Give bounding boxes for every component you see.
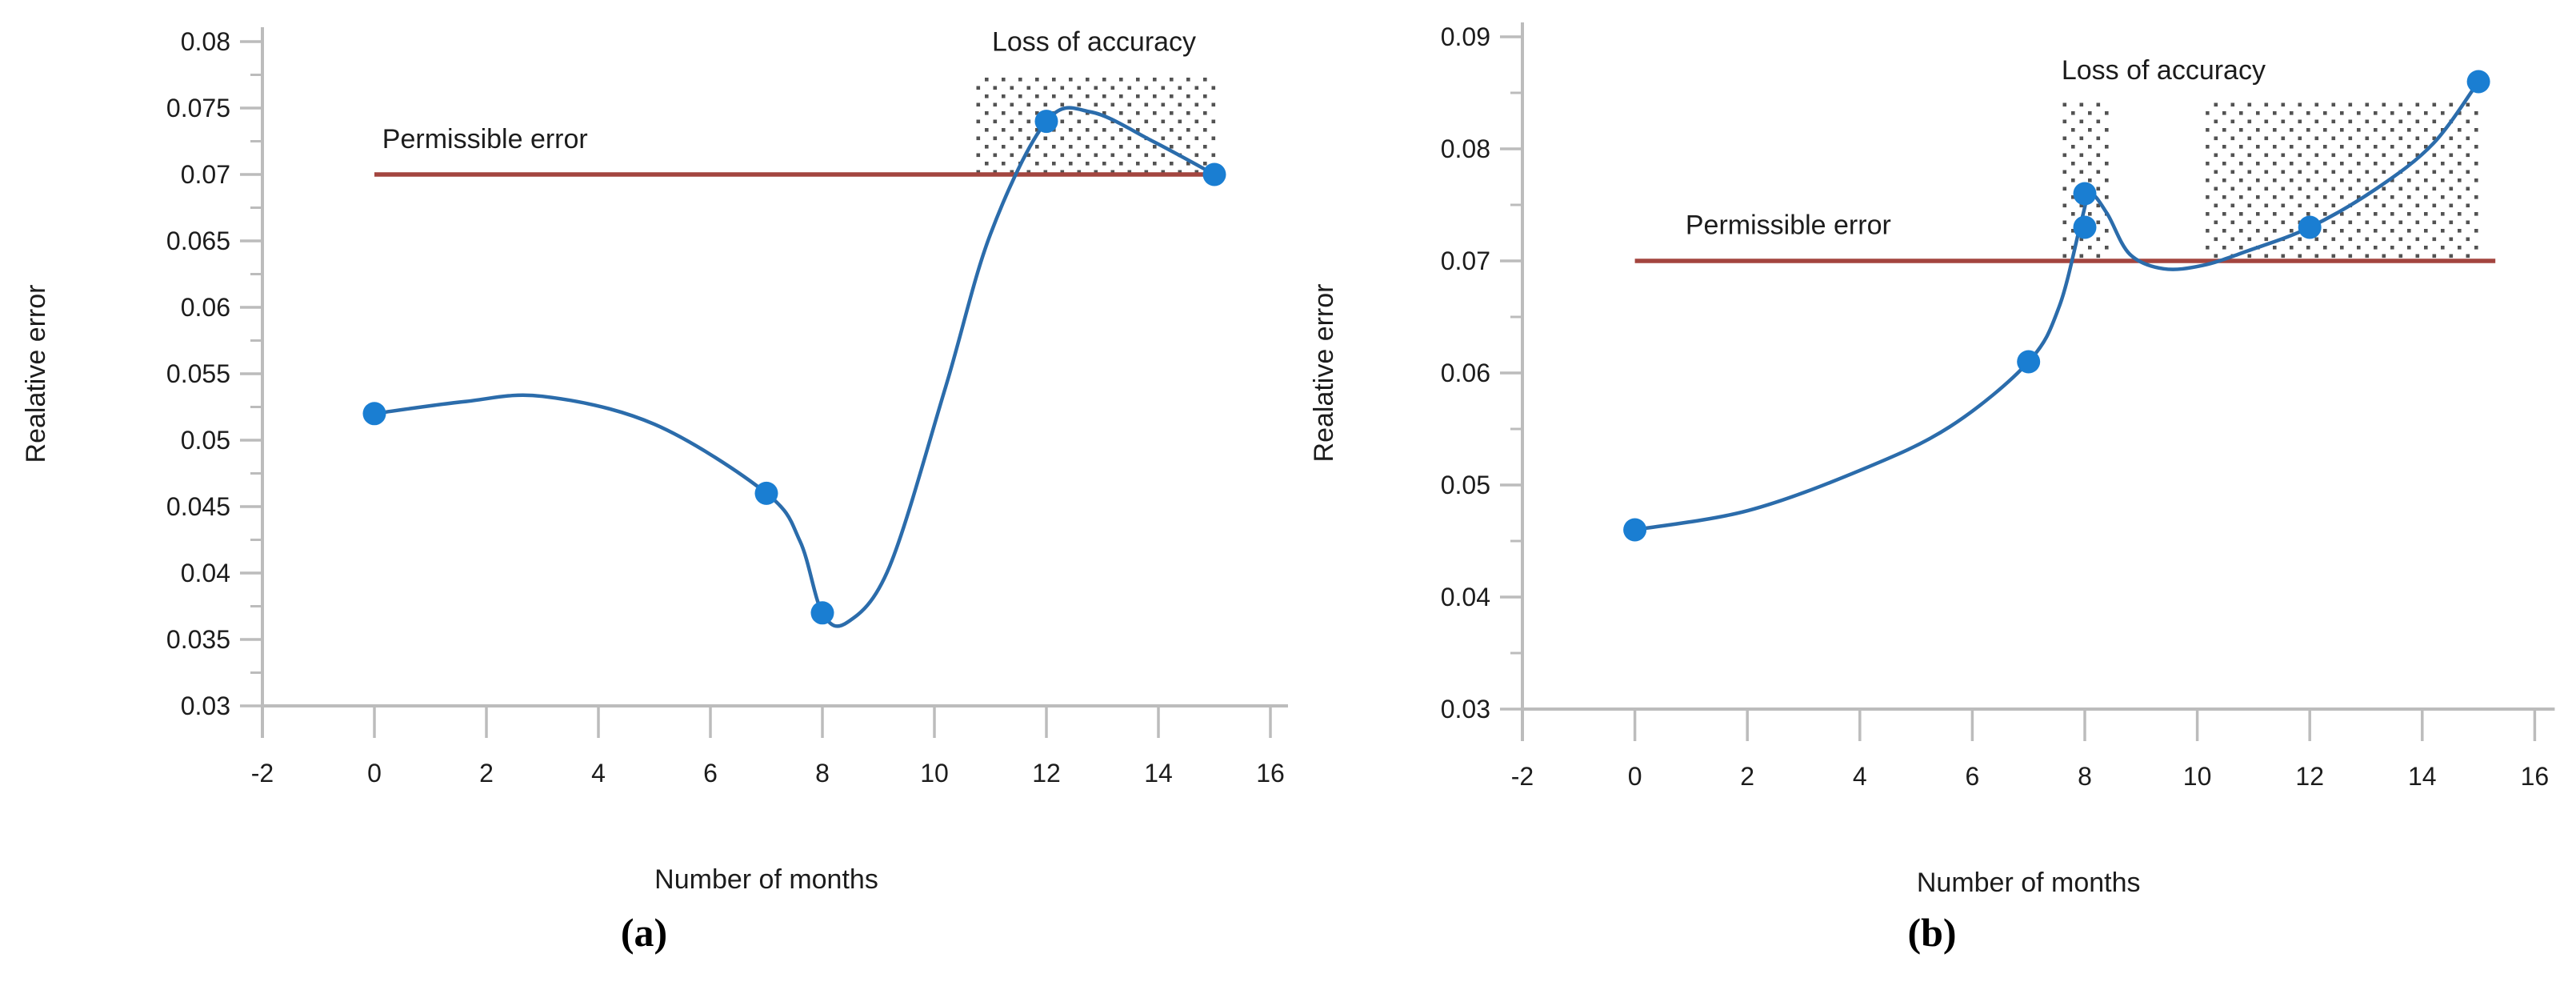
chart-b: 0.03 0.04 0.05 0.06 0.07 0.08 0.09 -2 0 2 4 6 8 10 12 1… <box>1309 22 2555 898</box>
permissible-error-label: Permissible error <box>1686 210 1891 240</box>
x-tick-label: 10 <box>2183 762 2212 791</box>
x-tick-label: 6 <box>1966 762 1980 791</box>
y-tick-label: 0.07 <box>181 160 230 189</box>
y-tick-label: 0.04 <box>1441 583 1490 611</box>
y-tick-label: 0.06 <box>1441 359 1490 387</box>
x-tick-label: -2 <box>251 759 274 788</box>
loss-of-accuracy-label: Loss of accuracy <box>2062 55 2266 86</box>
y-tick-label: 0.08 <box>181 27 230 56</box>
x-tick-label: 14 <box>2408 762 2437 791</box>
x-tick-label: -2 <box>1511 762 1534 791</box>
loss-regions <box>2059 98 2482 261</box>
data-point <box>2073 182 2097 206</box>
data-point <box>1034 110 1058 134</box>
x-tick-label: 12 <box>1032 759 1061 788</box>
y-tick-label: 0.065 <box>166 226 230 255</box>
data-point <box>2466 70 2490 94</box>
y-tick-label: 0.045 <box>166 492 230 521</box>
data-point <box>810 601 834 625</box>
x-tick-label: 10 <box>920 759 949 788</box>
x-tick-label: 0 <box>367 759 382 788</box>
y-tick-label: 0.06 <box>181 293 230 322</box>
y-axis-title: Realative error <box>1309 284 1339 463</box>
x-tick-label: 16 <box>1256 759 1285 788</box>
data-point <box>1202 162 1226 186</box>
x-tick-label: 8 <box>2078 762 2092 791</box>
data-point <box>2073 215 2097 239</box>
x-tick-label: 4 <box>1853 762 1867 791</box>
y-tick-label: 0.03 <box>181 691 230 720</box>
y-tick-label: 0.07 <box>1441 247 1490 275</box>
x-tick-label: 0 <box>1628 762 1642 791</box>
data-curve <box>372 106 1217 628</box>
caption-b: (b) <box>1907 910 1957 955</box>
chart-a: 0.03 0.035 0.04 0.045 0.05 0.055 0.06 0.065 0.07… <box>21 27 1288 895</box>
x-axis-title: Number of months <box>654 864 878 895</box>
data-point <box>362 402 386 426</box>
chart-panel-b: 0.03 0.04 0.05 0.06 0.07 0.08 0.09 -2 0 2 4 6 8 10 12 1… <box>1288 0 2576 982</box>
y-tick-label: 0.075 <box>166 94 230 122</box>
data-point <box>754 481 778 505</box>
x-tick-label: 2 <box>479 759 494 788</box>
y-tick-label: 0.035 <box>166 625 230 654</box>
y-tick-label: 0.09 <box>1441 22 1490 51</box>
loss-of-accuracy-region <box>974 74 1220 174</box>
y-tick-label: 0.05 <box>1441 471 1490 499</box>
y-tick-label: 0.05 <box>181 426 230 455</box>
y-tick-label: 0.055 <box>166 359 230 388</box>
x-axis-title: Number of months <box>1917 868 2141 898</box>
x-tick-label: 14 <box>1144 759 1173 788</box>
caption-a: (a) <box>620 910 668 955</box>
data-point <box>2017 350 2041 374</box>
permissible-error-label: Permissible error <box>382 124 588 154</box>
chart-panel-a: 0.03 0.035 0.04 0.045 0.05 0.055 0.06 0.065 0.07… <box>21 27 1288 955</box>
y-tick-label: 0.08 <box>1441 134 1490 163</box>
data-point <box>2298 215 2322 239</box>
loss-of-accuracy-region <box>2206 98 2482 261</box>
y-tick-label: 0.04 <box>181 559 230 587</box>
y-tick-label: 0.03 <box>1441 695 1490 723</box>
y-axis-title: Realative error <box>21 285 51 463</box>
x-tick-label: 8 <box>815 759 830 788</box>
loss-of-accuracy-label: Loss of accuracy <box>992 27 1196 58</box>
x-tick-label: 4 <box>591 759 606 788</box>
x-tick-label: 2 <box>1740 762 1754 791</box>
loss-regions <box>974 74 1220 174</box>
x-tick-label: 16 <box>2521 762 2550 791</box>
x-tick-label: 6 <box>703 759 718 788</box>
x-tick-label: 12 <box>2295 762 2324 791</box>
data-point <box>1623 518 1647 542</box>
